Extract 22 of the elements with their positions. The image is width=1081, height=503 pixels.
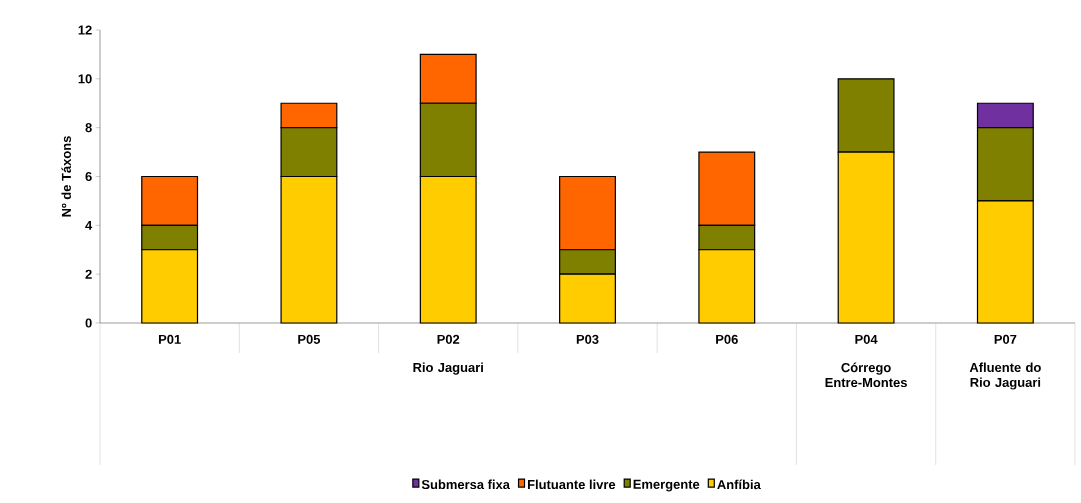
y-tick-label: 2 <box>85 269 92 279</box>
y-axis-title: Nº de Táxons <box>61 136 71 217</box>
y-tick-label: 12 <box>78 25 92 35</box>
text: Afluente do Rio Jaguari <box>969 362 1041 390</box>
legend-label: Anfíbia <box>717 479 761 490</box>
x-tick-label: P03 <box>576 334 599 344</box>
x-tick-label: P06 <box>716 334 738 344</box>
text: Rio Jaguari <box>413 362 483 375</box>
x-tick-label: P02 <box>437 334 460 344</box>
x-tick-label: P04 <box>855 334 878 344</box>
x-tick-label: P07 <box>994 334 1017 344</box>
legend-label: Submersa fixa <box>421 479 511 490</box>
y-tick-label: 10 <box>78 74 92 84</box>
legend-label: Flutuante livre <box>527 479 616 490</box>
legend-label: Emergente <box>633 479 700 492</box>
y-tick-label: 8 <box>85 123 92 133</box>
x-tick-label: P01 <box>158 334 181 344</box>
x-tick-label: P05 <box>298 334 321 344</box>
y-tick-label: 0 <box>85 318 92 328</box>
y-tick-label: 6 <box>85 171 92 182</box>
y-tick-label: 4 <box>85 220 93 230</box>
text: Córrego Entre-Montes <box>825 362 907 388</box>
